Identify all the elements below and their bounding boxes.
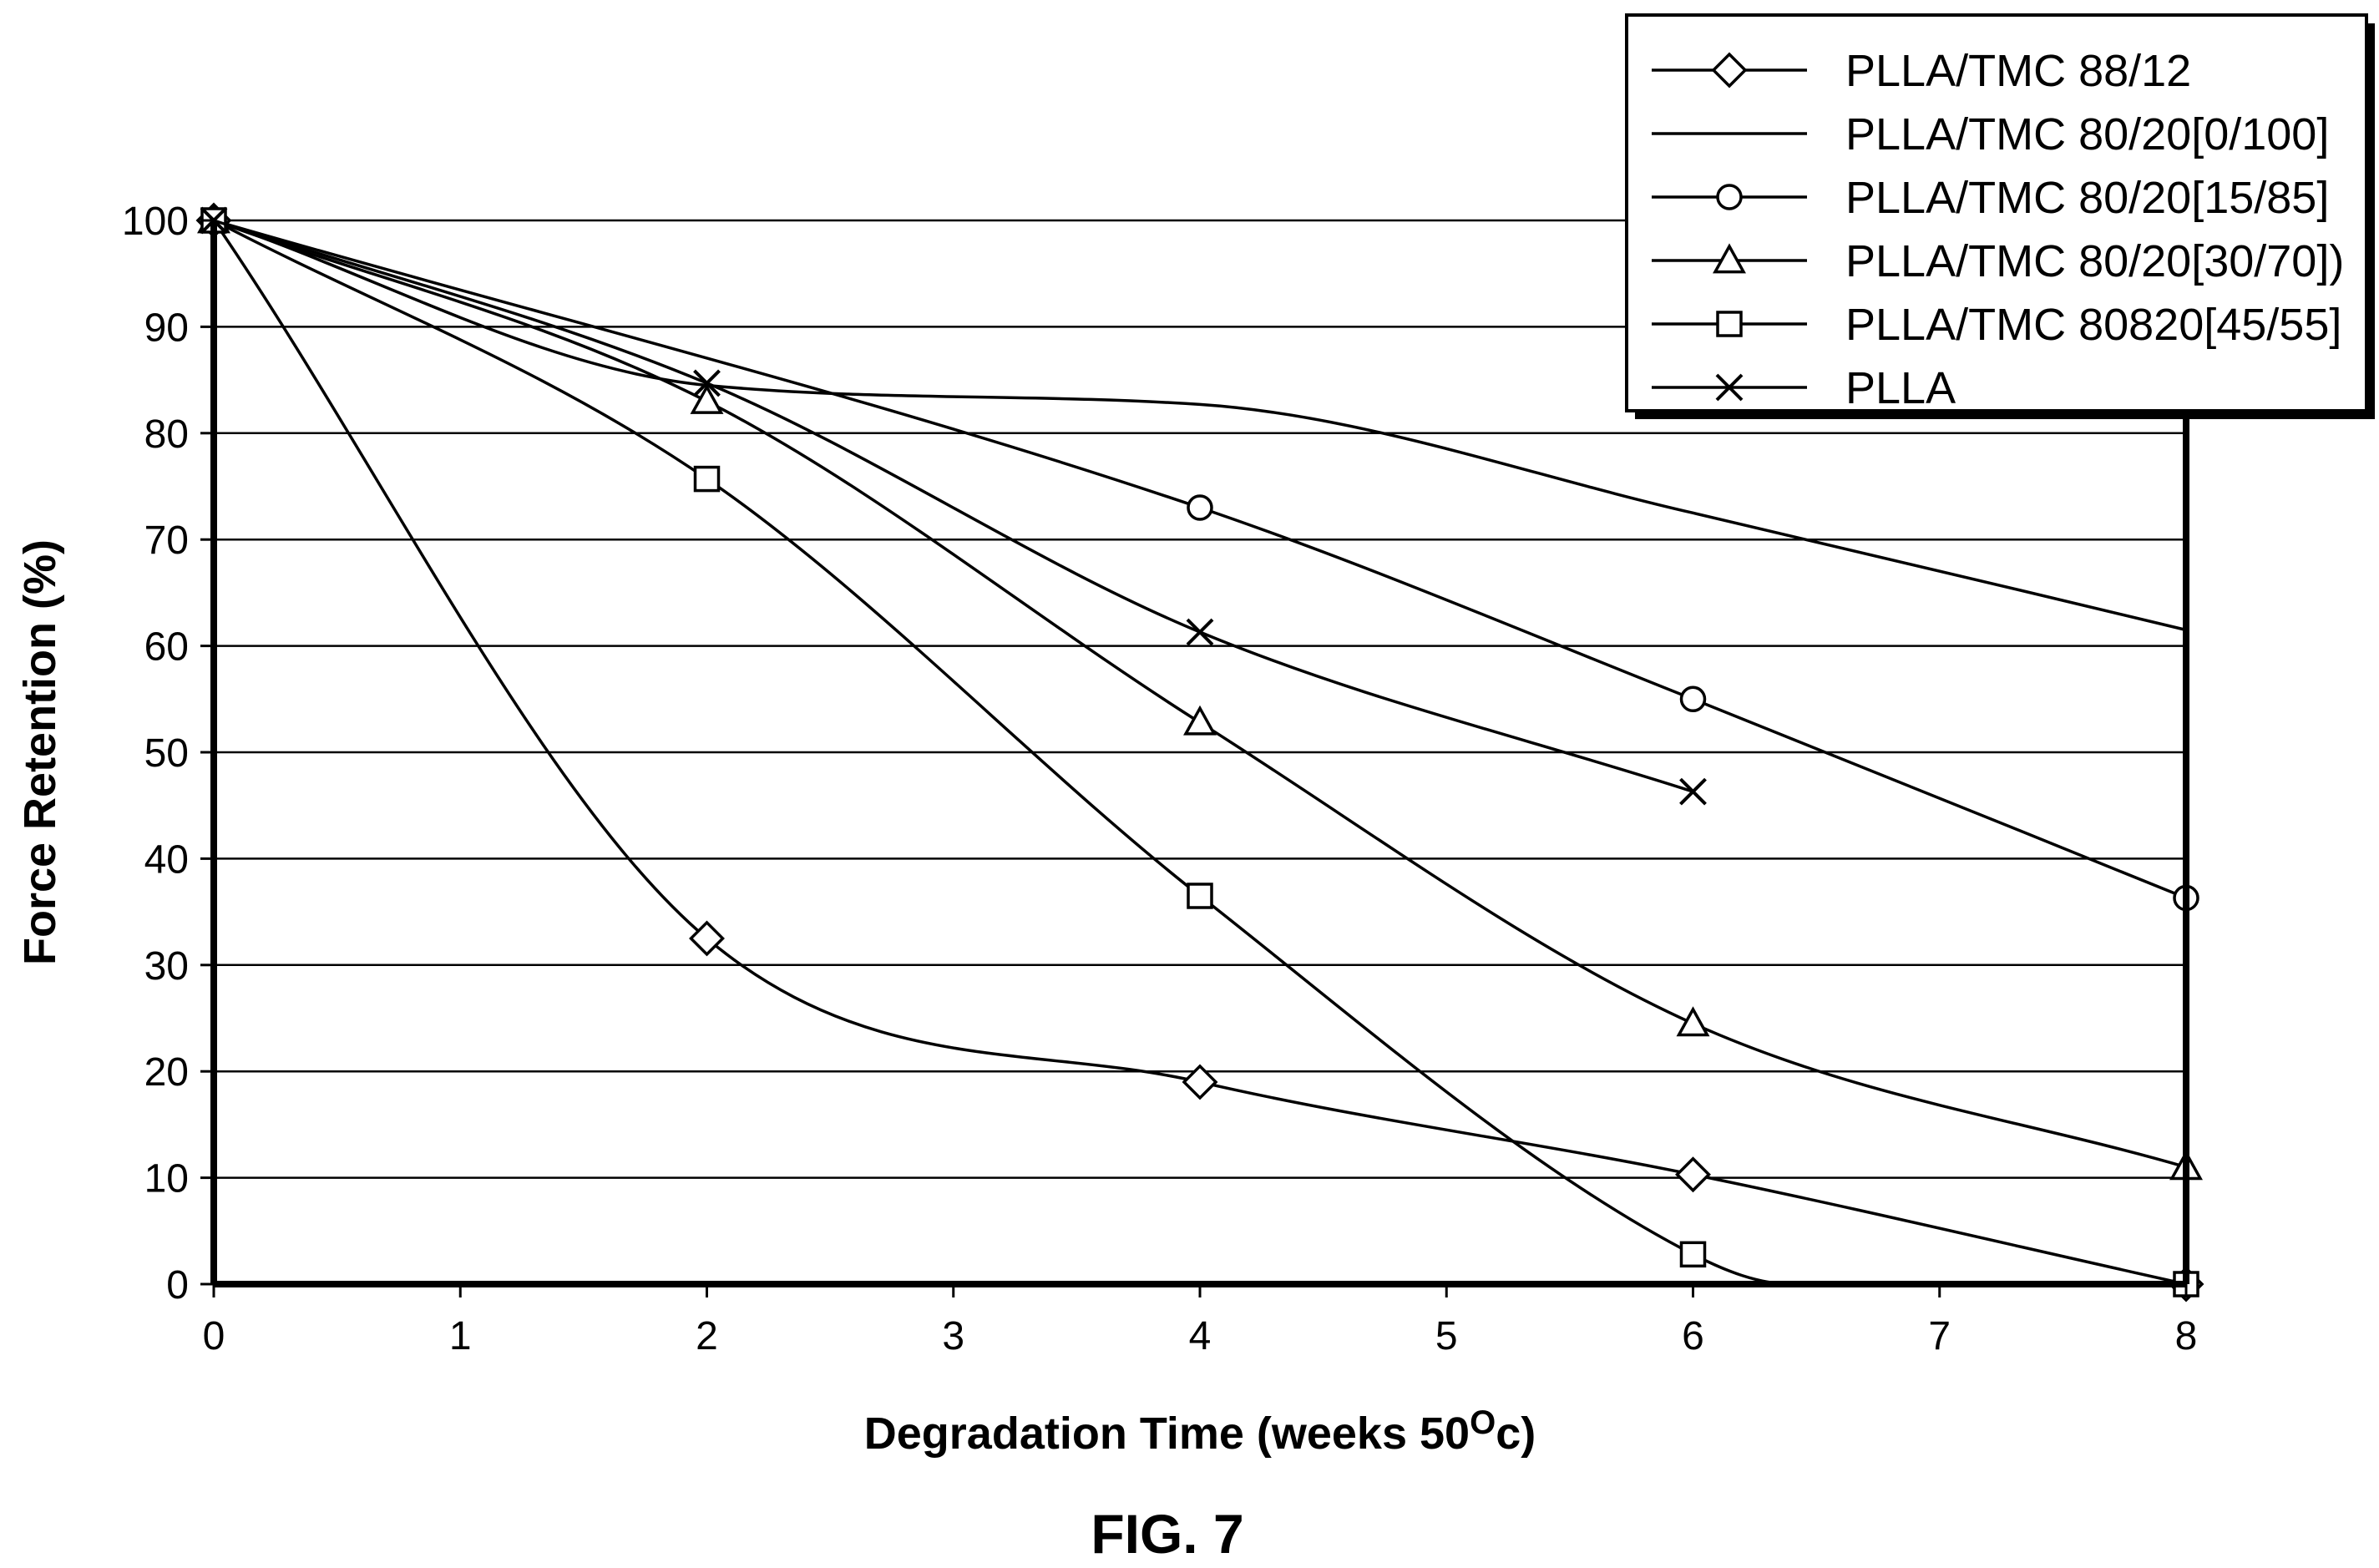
tick-labels: 0 10 20 30 40 50 60 70 80 90 100 0 1 2 3 4 5 6 7 8 — [122, 200, 2197, 1358]
series-0-point-2 — [1182, 1064, 1218, 1100]
y-tick-label-3: 30 — [144, 944, 189, 989]
legend-item-3: PLLA/TMC 80/20[30/70]) — [1652, 236, 2344, 286]
legend-label-1: PLLA/TMC 80/20[0/100] — [1845, 109, 2329, 159]
legend-marker-5 — [1715, 373, 1744, 402]
legend-label-4: PLLA/TMC 80820[45/55] — [1845, 300, 2341, 350]
series-2-point-2 — [1679, 685, 1707, 713]
x-tick-label-1: 1 — [449, 1314, 472, 1358]
legend-label-2: PLLA/TMC 80/20[15/85] — [1845, 173, 2329, 223]
legend-marker-2 — [1716, 184, 1743, 210]
x-tick-label-4: 4 — [1189, 1314, 1212, 1358]
series-3-point-2 — [1183, 705, 1217, 736]
figure-label: FIG. 7 — [1091, 1503, 1243, 1565]
y-tick-label-9: 90 — [144, 306, 189, 350]
series-5-point-2 — [1186, 618, 1214, 646]
legend-item-2: PLLA/TMC 80/20[15/85] — [1652, 173, 2329, 223]
series-line-0 — [212, 220, 2187, 1286]
series-0-point-3 — [1675, 1156, 1711, 1193]
series-4-point-1 — [693, 465, 721, 493]
x-tick-label-7: 7 — [1928, 1314, 1951, 1358]
series-line-5 — [213, 219, 1694, 793]
y-tick-label-4: 40 — [144, 837, 189, 882]
y-tick-label-7: 70 — [144, 518, 189, 563]
series-3-point-3 — [1676, 1006, 1710, 1037]
series-5-point-3 — [1679, 777, 1707, 806]
x-tick-label-8: 8 — [2175, 1314, 2198, 1358]
y-tick-label-1: 10 — [144, 1157, 189, 1201]
x-tick-label-3: 3 — [942, 1314, 964, 1358]
y-tick-label-8: 80 — [144, 412, 189, 457]
legend-marker-0 — [1711, 52, 1748, 89]
legend-item-1: PLLA/TMC 80/20[0/100] — [1652, 109, 2329, 159]
legend-item-4: PLLA/TMC 80820[45/55] — [1652, 300, 2341, 350]
y-tick-label-2: 20 — [144, 1050, 189, 1095]
series-4-point-3 — [1679, 1241, 1707, 1268]
legend-item-0: PLLA/TMC 88/12 — [1652, 46, 2191, 96]
legend-marker-3 — [1713, 243, 1746, 274]
series-3-point-1 — [690, 383, 724, 414]
y-tick-label-0: 0 — [166, 1263, 189, 1308]
x-tick-label-0: 0 — [203, 1314, 225, 1358]
legend-box — [1625, 13, 2368, 412]
x-tick-label-5: 5 — [1435, 1314, 1458, 1358]
series-line-2 — [213, 219, 2187, 900]
series-0-point-1 — [689, 920, 725, 957]
legend-label-3: PLLA/TMC 80/20[30/70]) — [1845, 236, 2344, 286]
legend-label-0: PLLA/TMC 88/12 — [1845, 46, 2191, 96]
y-tick-label-10: 100 — [122, 200, 189, 244]
x-tick-label-6: 6 — [1682, 1314, 1704, 1358]
legend-marker-4 — [1716, 311, 1743, 337]
series-2-point-1 — [1187, 494, 1213, 521]
legend-item-5: PLLA — [1652, 363, 1956, 413]
legend-label-5: PLLA — [1845, 363, 1956, 413]
series-5-point-1 — [693, 369, 721, 397]
y-tick-label-5: 50 — [144, 731, 189, 776]
x-tick-label-2: 2 — [696, 1314, 718, 1358]
series-line-1 — [213, 219, 2187, 632]
y-axis-title: Force Retention (%) — [15, 539, 65, 965]
series-1 — [213, 219, 2187, 632]
legend: PLLA/TMC 88/12 PLLA/TMC 80/20[0/100] PLLA/… — [1625, 13, 2375, 419]
series-5 — [200, 206, 1707, 806]
y-tick-label-6: 60 — [144, 625, 189, 670]
series-4-point-2 — [1187, 883, 1213, 909]
x-axis-title: Degradation Time (weeks 50Oc) — [864, 1404, 1536, 1459]
